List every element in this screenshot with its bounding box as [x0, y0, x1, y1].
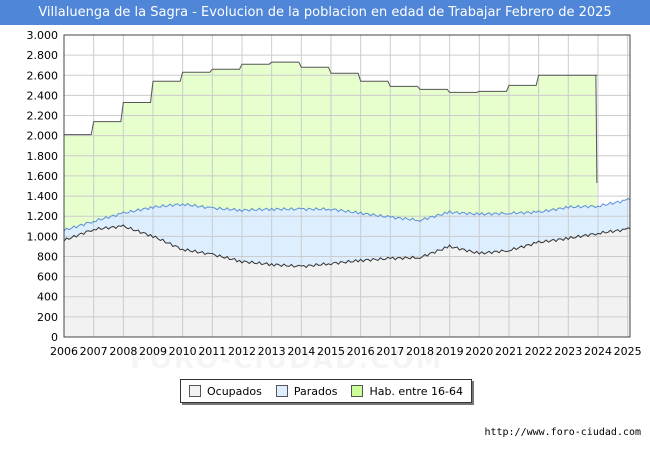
y-tick-label: 0 — [51, 331, 58, 344]
legend-label-hab: Hab. entre 16-64 — [369, 384, 463, 398]
x-tick-label: 2023 — [554, 345, 582, 358]
y-tick-label: 600 — [37, 271, 58, 284]
line-ocupados — [63, 224, 631, 269]
x-tick-label: 2025 — [614, 345, 642, 358]
legend-swatch-ocupados — [188, 385, 201, 397]
x-tick-label: 2010 — [169, 345, 197, 358]
y-tick-label: 200 — [37, 311, 58, 324]
y-tick-label: 2.400 — [27, 89, 59, 102]
x-tick-label: 2017 — [376, 345, 404, 358]
y-tick-label: 2.600 — [27, 69, 59, 82]
x-tick-label: 2009 — [139, 345, 167, 358]
x-tick-label: 2006 — [50, 345, 78, 358]
y-tick-label: 1.200 — [27, 210, 59, 223]
x-tick-label: 2019 — [436, 345, 464, 358]
watermark: FORO-CIUDAD.COM — [130, 345, 443, 375]
x-axis-ticks: 2006 2007 2008 2009 2010 2011 2012 2013 2014 2015… — [50, 345, 642, 358]
x-tick-label: 2018 — [406, 345, 434, 358]
y-tick-label: 1.000 — [27, 230, 59, 243]
legend-swatch-hab — [351, 385, 364, 397]
y-tick-label: 800 — [37, 250, 58, 263]
area-ocupados — [64, 225, 630, 337]
x-tick-label: 2008 — [109, 345, 137, 358]
legend-item-ocupados: Ocupados — [188, 384, 262, 398]
x-tick-label: 2014 — [287, 345, 315, 358]
legend-swatch-parados — [275, 385, 288, 397]
legend-label-parados: Parados — [293, 384, 338, 398]
y-tick-label: 1.400 — [27, 190, 59, 203]
x-tick-label: 2016 — [347, 345, 375, 358]
x-tick-label: 2024 — [584, 345, 612, 358]
x-tick-label: 2013 — [258, 345, 286, 358]
x-tick-label: 2015 — [317, 345, 345, 358]
y-tick-label: 1.600 — [27, 170, 59, 183]
area-layer — [64, 62, 630, 337]
legend: Ocupados Parados Hab. entre 16-64 — [180, 379, 472, 403]
x-tick-label: 2012 — [228, 345, 256, 358]
x-tick-label: 2007 — [80, 345, 108, 358]
chart-title: Villaluenga de la Sagra - Evolucion de l… — [0, 0, 650, 25]
line-hab-entre-16-64 — [64, 61, 598, 183]
y-tick-label: 1.800 — [27, 150, 59, 163]
legend-label-ocupados: Ocupados — [206, 384, 262, 398]
source-url: http://www.foro-ciudad.com — [484, 427, 641, 438]
x-tick-label: 2020 — [465, 345, 493, 358]
legend-item-parados: Parados — [275, 384, 338, 398]
plot-frame — [63, 34, 631, 338]
legend-item-hab: Hab. entre 16-64 — [351, 385, 463, 398]
x-tick-label: 2021 — [495, 345, 523, 358]
y-tick-label: 2.800 — [27, 49, 59, 62]
x-tick-label: 2022 — [525, 345, 553, 358]
y-tick-label: 2.200 — [27, 110, 59, 123]
x-tick-label: 2011 — [198, 345, 226, 358]
y-tick-label: 400 — [37, 291, 58, 304]
y-tick-label: 3.000 — [27, 29, 59, 42]
y-axis-ticks: 0 200 400 600 800 1.000 1.200 1.400 1.600 1.800 2.… — [27, 29, 59, 344]
line-layer — [63, 61, 631, 269]
y-tick-label: 2.000 — [27, 130, 59, 143]
line-parados — [63, 198, 631, 232]
